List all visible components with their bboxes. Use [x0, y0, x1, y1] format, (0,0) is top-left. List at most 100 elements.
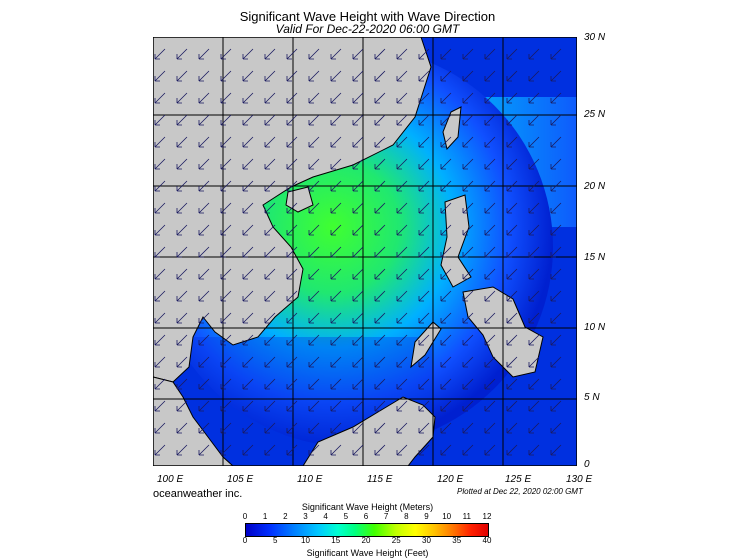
- wave-direction-arrow: [528, 334, 540, 346]
- wave-direction-arrow: [352, 378, 364, 390]
- wave-direction-arrow: [462, 224, 474, 236]
- wave-direction-arrow: [418, 70, 430, 82]
- wave-direction-arrow: [440, 48, 452, 60]
- wave-direction-arrow: [330, 444, 342, 456]
- wave-direction-arrow: [176, 290, 188, 302]
- wave-direction-arrow: [374, 312, 386, 324]
- wave-direction-arrow: [440, 290, 452, 302]
- wave-direction-arrow: [198, 158, 210, 170]
- colorbar-meters-tick: 1: [262, 512, 268, 521]
- wave-direction-arrow: [352, 444, 364, 456]
- wave-direction-arrow: [440, 70, 452, 82]
- wave-direction-arrow: [440, 422, 452, 434]
- wave-direction-arrow: [264, 202, 276, 214]
- wave-direction-arrow: [198, 268, 210, 280]
- lat-label-15n: 15 N: [584, 252, 606, 263]
- wave-direction-arrow: [418, 312, 430, 324]
- wave-direction-arrow: [462, 400, 474, 412]
- wave-direction-arrow: [440, 400, 452, 412]
- wave-direction-arrow: [462, 180, 474, 192]
- wave-direction-arrow: [418, 92, 430, 104]
- wave-direction-arrow: [198, 136, 210, 148]
- wave-direction-arrow: [308, 268, 320, 280]
- wave-direction-arrow: [220, 48, 232, 60]
- wave-direction-arrow: [396, 268, 408, 280]
- wave-direction-arrow: [440, 136, 452, 148]
- wave-direction-arrow: [484, 158, 496, 170]
- wave-direction-arrow: [330, 202, 342, 214]
- wave-direction-arrow: [198, 92, 210, 104]
- wave-direction-arrow: [484, 422, 496, 434]
- wave-direction-arrow: [550, 400, 562, 412]
- wave-direction-arrow: [176, 158, 188, 170]
- wave-direction-arrow: [242, 246, 254, 258]
- wave-direction-arrow: [462, 202, 474, 214]
- wave-direction-arrow: [286, 422, 298, 434]
- wave-direction-arrow: [462, 356, 474, 368]
- wave-direction-arrow: [506, 334, 518, 346]
- wave-direction-arrow: [154, 70, 166, 82]
- wave-direction-arrow: [264, 92, 276, 104]
- wave-direction-arrow: [484, 400, 496, 412]
- wave-direction-arrow: [528, 312, 540, 324]
- wave-direction-arrow: [550, 356, 562, 368]
- wave-direction-arrow: [506, 224, 518, 236]
- lon-label-110e: 110 E: [297, 474, 323, 485]
- colorbar-meters-tick: 2: [283, 512, 288, 521]
- wave-direction-arrow: [484, 312, 496, 324]
- wave-direction-arrow: [264, 268, 276, 280]
- colorbar-feet-tick: 10: [301, 536, 310, 545]
- wave-direction-arrow: [374, 180, 386, 192]
- wave-direction-arrow: [484, 378, 496, 390]
- wave-direction-arrow: [528, 444, 540, 456]
- wave-direction-arrow: [352, 312, 364, 324]
- wave-direction-arrow: [528, 180, 540, 192]
- wave-direction-arrow: [286, 268, 298, 280]
- wave-direction-arrow: [506, 180, 518, 192]
- wave-direction-arrow: [462, 334, 474, 346]
- wave-direction-arrow: [396, 114, 408, 126]
- wave-direction-arrow: [484, 290, 496, 302]
- wave-direction-arrow: [550, 224, 562, 236]
- colorbar-meters-tick: 7: [383, 512, 389, 521]
- wave-direction-arrow: [484, 136, 496, 148]
- wave-direction-arrow: [264, 158, 276, 170]
- wave-direction-arrow: [528, 378, 540, 390]
- wave-direction-arrow: [242, 202, 254, 214]
- lon-label-100e: 100 E: [157, 474, 184, 485]
- wave-direction-arrow: [352, 290, 364, 302]
- wave-direction-arrow: [396, 246, 408, 258]
- wave-direction-arrow: [308, 246, 320, 258]
- wave-direction-arrow: [396, 334, 408, 346]
- wave-direction-arrow: [418, 290, 430, 302]
- wave-direction-arrow: [550, 334, 562, 346]
- lat-label-25n: 25 N: [584, 109, 606, 120]
- wave-direction-arrow: [506, 48, 518, 60]
- wave-direction-arrow: [462, 268, 474, 280]
- wave-direction-arrow: [330, 180, 342, 192]
- wave-direction-arrow: [330, 334, 342, 346]
- wave-direction-arrow: [440, 158, 452, 170]
- wave-direction-arrow: [418, 224, 430, 236]
- wave-direction-arrow: [286, 334, 298, 346]
- wave-direction-arrow: [440, 356, 452, 368]
- wave-direction-arrow: [176, 246, 188, 258]
- wave-direction-arrow: [418, 158, 430, 170]
- wave-direction-arrow: [462, 136, 474, 148]
- wave-direction-arrow: [484, 48, 496, 60]
- wave-direction-arrow: [440, 444, 452, 456]
- wave-direction-arrow: [264, 290, 276, 302]
- wave-direction-arrow: [220, 334, 232, 346]
- wave-direction-arrow: [528, 202, 540, 214]
- wave-direction-arrow: [528, 70, 540, 82]
- wave-direction-arrow: [462, 312, 474, 324]
- wave-direction-arrow: [154, 356, 166, 368]
- colorbar-feet-tick: 20: [361, 536, 371, 545]
- wave-direction-arrow: [176, 48, 188, 60]
- wave-direction-arrow: [242, 136, 254, 148]
- wave-direction-arrow: [462, 246, 474, 258]
- wave-direction-arrow: [396, 378, 408, 390]
- wave-direction-arrow: [198, 70, 210, 82]
- wave-direction-arrow: [484, 246, 496, 258]
- wave-direction-arrow: [242, 48, 254, 60]
